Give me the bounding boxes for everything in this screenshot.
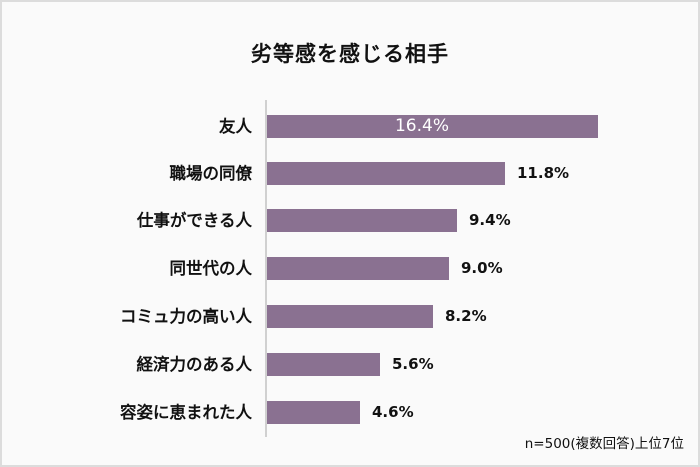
bar — [267, 257, 449, 280]
bar-row: 同世代の人 9.0% — [0, 257, 700, 280]
bar — [267, 401, 360, 424]
category-label: 職場の同僚 — [169, 164, 253, 183]
value-label: 8.2% — [445, 307, 487, 325]
bar-row: 容姿に恵まれた人 4.6% — [0, 401, 700, 424]
bar — [267, 115, 598, 138]
value-label: 4.6% — [372, 403, 414, 421]
bar — [267, 209, 457, 232]
sample-size-note: n=500(複数回答)上位7位 — [524, 436, 684, 452]
category-label: 同世代の人 — [169, 259, 253, 278]
category-label: コミュ力の高い人 — [120, 307, 252, 326]
bar-row: 経済力のある人 5.6% — [0, 353, 700, 376]
value-label: 9.4% — [469, 211, 511, 229]
value-label: 5.6% — [392, 355, 434, 373]
category-label: 容姿に恵まれた人 — [120, 403, 252, 422]
category-label: 仕事ができる人 — [136, 211, 252, 230]
bar — [267, 162, 505, 185]
bar-row: 仕事ができる人 9.4% — [0, 209, 700, 232]
bar-row: 友人 16.4% — [0, 115, 700, 138]
y-axis-line — [265, 100, 267, 437]
bar-row: コミュ力の高い人 8.2% — [0, 305, 700, 328]
category-label: 経済力のある人 — [136, 355, 253, 374]
value-label: 11.8% — [517, 164, 570, 182]
value-label: 16.4% — [394, 116, 449, 136]
chart-title: 劣等感を感じる相手 — [251, 42, 449, 66]
category-label: 友人 — [219, 117, 252, 136]
bar-row: 職場の同僚 11.8% — [0, 162, 700, 185]
value-label: 9.0% — [461, 259, 503, 277]
bar — [267, 305, 433, 328]
bar — [267, 353, 380, 376]
